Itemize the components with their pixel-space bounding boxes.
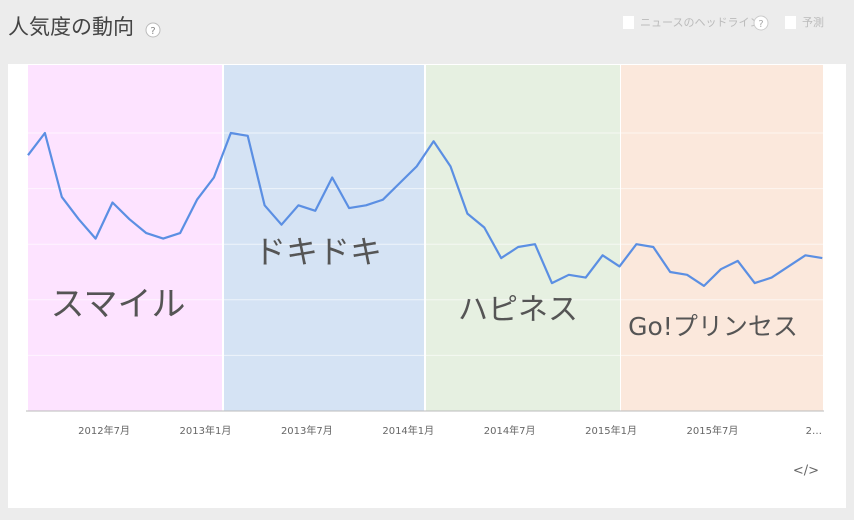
region-band bbox=[224, 65, 424, 411]
forecast-checkbox[interactable] bbox=[785, 16, 796, 29]
region-label: スマイル bbox=[51, 285, 186, 325]
x-tick-label: 2014年1月 bbox=[382, 424, 434, 437]
trend-line bbox=[27, 131, 823, 287]
forecast-label: 予測 bbox=[802, 15, 824, 29]
embed-button[interactable]: </> bbox=[793, 464, 819, 479]
news-label: ニュースのヘッドライン bbox=[640, 16, 760, 29]
help-text: ? bbox=[758, 19, 763, 30]
help-icon[interactable]: ? bbox=[145, 22, 161, 38]
x-tick-label: 2… bbox=[806, 426, 822, 437]
x-tick-label: 2013年1月 bbox=[180, 424, 232, 437]
region-band bbox=[621, 65, 823, 411]
help-icon[interactable]: ? bbox=[753, 15, 769, 31]
x-tick-label: 2015年1月 bbox=[585, 424, 637, 437]
region-label: ハピネス bbox=[458, 293, 578, 328]
help-circle bbox=[753, 15, 769, 31]
x-tick-label: 2012年7月 bbox=[78, 424, 130, 437]
region-label: ドキドキ bbox=[254, 233, 382, 271]
help-circle bbox=[145, 22, 161, 38]
x-tick-label: 2015年7月 bbox=[687, 424, 739, 437]
region-band bbox=[28, 65, 222, 411]
region-label: Go!プリンセス bbox=[628, 312, 798, 341]
region-band bbox=[426, 65, 620, 411]
x-tick-label: 2014年7月 bbox=[484, 424, 536, 437]
news-checkbox[interactable] bbox=[623, 16, 634, 29]
x-tick-label: 2013年7月 bbox=[281, 424, 333, 437]
help-text: ? bbox=[150, 26, 155, 37]
chart-title: 人気度の動向 bbox=[8, 15, 134, 39]
